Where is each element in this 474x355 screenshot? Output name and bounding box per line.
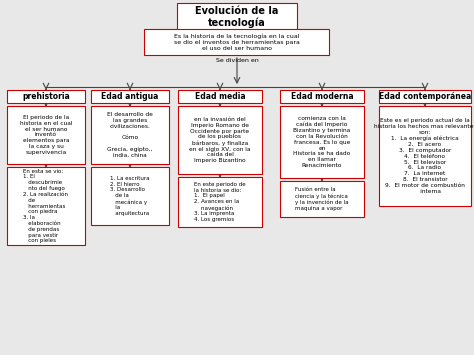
Text: En este periodo de
la historia se dio:
1.  El papel
2. Avances en la
    navegac: En este periodo de la historia se dio: 1… [194, 182, 246, 222]
FancyBboxPatch shape [7, 106, 85, 164]
Text: En esta se vio:
1. El
   descubrimie
   nto del fuego
2. La realización
   de
  : En esta se vio: 1. El descubrimie nto de… [24, 169, 69, 243]
FancyBboxPatch shape [178, 106, 262, 174]
FancyBboxPatch shape [280, 90, 364, 103]
FancyBboxPatch shape [280, 181, 364, 217]
Text: El desarrollo de
las grandes
civilizaciones.

Cómo

Grecia, egipto,,
india, chin: El desarrollo de las grandes civilizacio… [107, 112, 153, 158]
Text: Este es el periodo actual de la
historia los hechos mas relevantes
son:
1.  La e: Este es el periodo actual de la historia… [374, 119, 474, 193]
FancyBboxPatch shape [7, 167, 85, 245]
FancyBboxPatch shape [91, 90, 169, 103]
Text: Es la historia de la tecnología en la cual
se dio el inventos de herramientas pa: Es la historia de la tecnología en la cu… [174, 33, 300, 50]
Text: 1. La escritura
2. El hierro
3. Desarrollo
   de la
   mecánica y
   la
   arqui: 1. La escritura 2. El hierro 3. Desarrol… [110, 176, 150, 216]
Text: El periodo de la
historia en el cual
el ser humano
inventó
elementos para
la caz: El periodo de la historia en el cual el … [20, 115, 72, 155]
Text: Se dividen en: Se dividen en [216, 58, 258, 63]
Text: Edad moderna: Edad moderna [291, 92, 353, 101]
FancyBboxPatch shape [379, 90, 471, 103]
Text: Edad antigua: Edad antigua [101, 92, 159, 101]
Text: prehistoria: prehistoria [22, 92, 70, 101]
Text: Fusión entre la
ciencia y la técnica
y la invención de la
maquina a vapor: Fusión entre la ciencia y la técnica y l… [295, 187, 349, 211]
FancyBboxPatch shape [7, 90, 85, 103]
FancyBboxPatch shape [145, 29, 329, 55]
Text: comienza con la
caída del Imperio
Bizantino y termina
con la Revolución
francesa: comienza con la caída del Imperio Bizant… [293, 116, 351, 168]
FancyBboxPatch shape [91, 167, 169, 225]
FancyBboxPatch shape [280, 106, 364, 178]
Text: en la invasión del
Imperio Romano de
Occidente por parte
de los pueblos
bárbaros: en la invasión del Imperio Romano de Occ… [189, 117, 251, 163]
FancyBboxPatch shape [379, 106, 471, 206]
FancyBboxPatch shape [178, 177, 262, 227]
Text: Edad media: Edad media [195, 92, 246, 101]
FancyBboxPatch shape [178, 90, 262, 103]
FancyBboxPatch shape [91, 106, 169, 164]
Text: Edad contemporánea: Edad contemporánea [379, 92, 471, 101]
Text: Evolución de la
tecnología: Evolución de la tecnología [195, 6, 279, 28]
FancyBboxPatch shape [177, 3, 297, 31]
